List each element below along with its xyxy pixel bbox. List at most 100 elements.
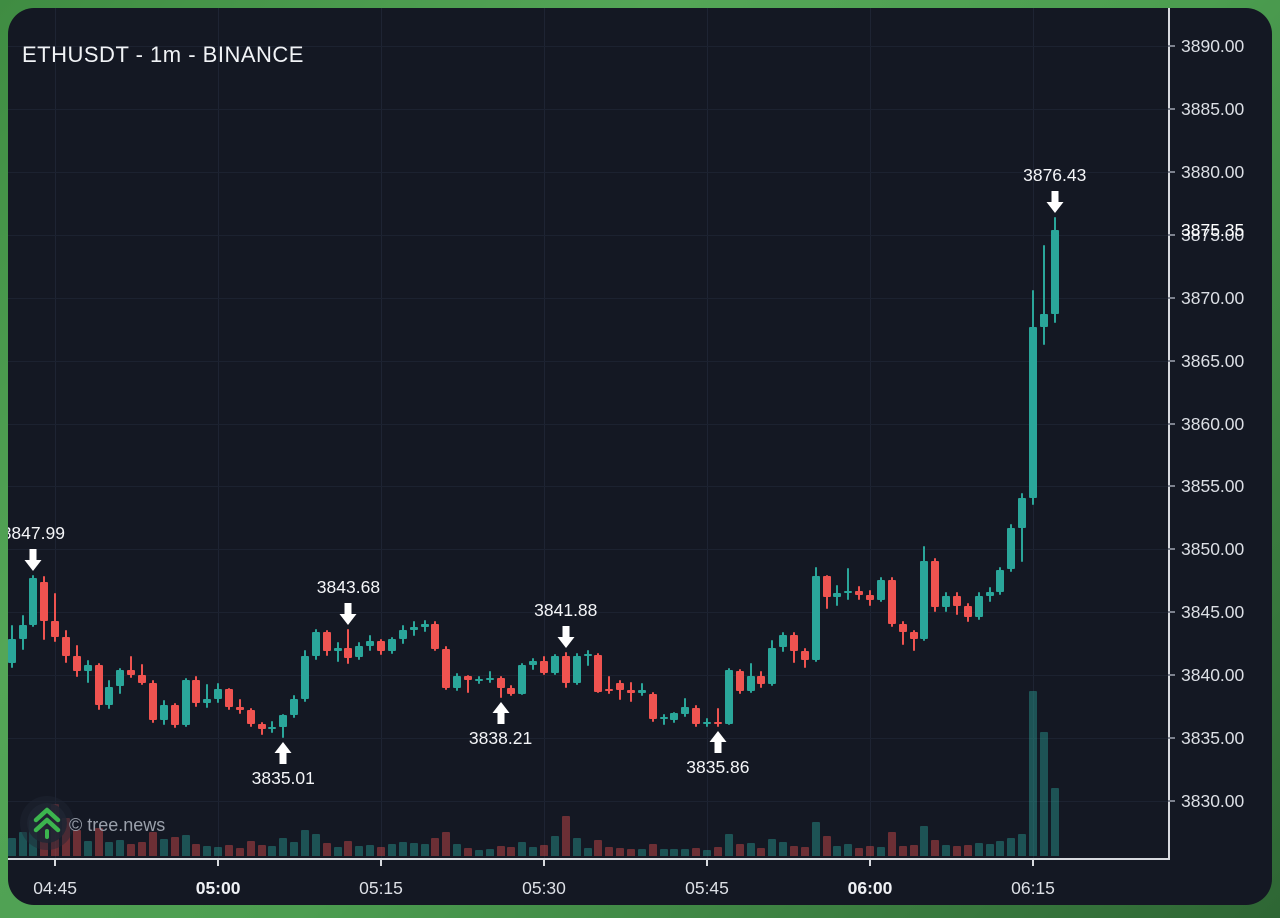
time-axis-tick: [380, 858, 382, 866]
annotation-arrow-down-icon: [557, 625, 575, 653]
volume-bar: [1039, 732, 1048, 856]
chart-title: ETHUSDT - 1m - BINANCE: [22, 42, 304, 67]
vertical-gridline: [217, 8, 219, 858]
annotation-arrow-up-icon: [274, 741, 292, 769]
time-axis-tick: [706, 858, 708, 866]
volume-bar: [779, 842, 788, 856]
volume-bar: [724, 834, 733, 856]
volume-bar: [746, 843, 755, 856]
volume-bar: [811, 822, 820, 856]
volume-bar: [18, 832, 27, 856]
volume-bar: [931, 840, 940, 856]
candle-body: [637, 690, 646, 693]
price-axis-label: 3850.00: [1181, 539, 1245, 560]
candle-body: [409, 627, 418, 630]
volume-bar: [366, 845, 375, 856]
candle-body: [83, 665, 92, 672]
time-axis-separator: [8, 858, 1170, 860]
annotation-arrow-down-icon: [24, 548, 42, 576]
price-axis-tick: [1168, 359, 1175, 362]
candle-body: [670, 712, 679, 721]
volume-bar: [648, 844, 657, 856]
volume-bar: [355, 846, 364, 856]
candle-body: [8, 638, 16, 663]
candle-wick: [206, 684, 209, 708]
volume-bar: [105, 842, 114, 856]
volume-bar: [985, 844, 994, 856]
candle-wick: [619, 680, 622, 701]
volume-bar: [822, 836, 831, 856]
candle-body: [398, 629, 407, 639]
candle-body: [540, 661, 548, 673]
candle-body: [768, 647, 777, 684]
candle-body: [257, 724, 266, 730]
price-axis-label: 3890.00: [1181, 36, 1245, 56]
volume-bar: [203, 846, 212, 856]
volume-bar: [790, 846, 798, 856]
candle-body: [757, 676, 766, 684]
candle-body: [301, 656, 309, 700]
candle-body: [550, 656, 559, 673]
time-axis-tick: [869, 858, 871, 866]
candle-body: [866, 594, 874, 600]
volume-bar: [713, 847, 722, 856]
price-axis-label: 3855.00: [1181, 476, 1245, 497]
volume-bar: [170, 837, 179, 856]
volume-bar: [996, 841, 1005, 856]
volume-bar: [127, 844, 136, 856]
candle-body: [268, 726, 277, 730]
price-axis-label: 3830.00: [1181, 791, 1245, 811]
candle-body: [887, 579, 896, 624]
candle-body: [181, 680, 190, 726]
candle-body: [40, 582, 49, 621]
time-axis-tick: [54, 858, 57, 866]
price-axis-label: 3875.00: [1181, 224, 1245, 245]
price-axis-tick: [1168, 296, 1175, 299]
candle-body: [985, 592, 994, 596]
candle-wick: [141, 663, 143, 686]
price-axis-tick: [1168, 45, 1175, 47]
candle-body: [1050, 230, 1059, 314]
candle-body: [333, 647, 342, 652]
volume-bar: [398, 842, 407, 856]
time-axis-label: 05:00: [195, 878, 241, 898]
horizontal-gridline: [8, 297, 1168, 299]
volume-bar: [138, 842, 146, 856]
candle-body: [659, 716, 668, 720]
volume-bar: [485, 849, 494, 856]
current-price-label: 3875.35: [1181, 220, 1245, 240]
price-annotation: 3876.43: [1023, 164, 1087, 185]
time-axis-tick: [543, 858, 545, 866]
vertical-gridline: [706, 8, 708, 858]
annotation-arrow-down-icon: [339, 602, 357, 630]
vertical-gridline: [869, 8, 871, 858]
candle-body: [72, 656, 81, 672]
volume-bar: [311, 834, 320, 856]
volume-bar: [290, 842, 299, 856]
candle-body: [963, 606, 972, 618]
candle-wick: [847, 568, 850, 600]
candle-body: [909, 632, 918, 639]
volume-bar: [844, 844, 853, 856]
current-price-line: [8, 229, 1168, 231]
volume-bar: [974, 843, 983, 856]
candle-body: [833, 593, 842, 598]
volume-bar: [61, 818, 70, 856]
volume-bar: [855, 848, 864, 856]
volume-bar: [464, 848, 472, 856]
price-axis-label: 3835.00: [1181, 728, 1245, 749]
volume-bar: [442, 832, 451, 856]
volume-bar: [833, 846, 842, 856]
volume-bar: [583, 848, 592, 856]
candle-body: [898, 623, 907, 633]
price-axis-tick: [1168, 800, 1175, 802]
volume-bar: [866, 846, 874, 856]
vertical-gridline: [380, 8, 382, 858]
candle-body: [518, 665, 527, 694]
candle-body: [377, 641, 385, 652]
horizontal-gridline: [8, 171, 1168, 173]
candle-body: [779, 634, 788, 648]
price-annotation: 3843.68: [316, 576, 381, 597]
candle-body: [138, 675, 146, 683]
